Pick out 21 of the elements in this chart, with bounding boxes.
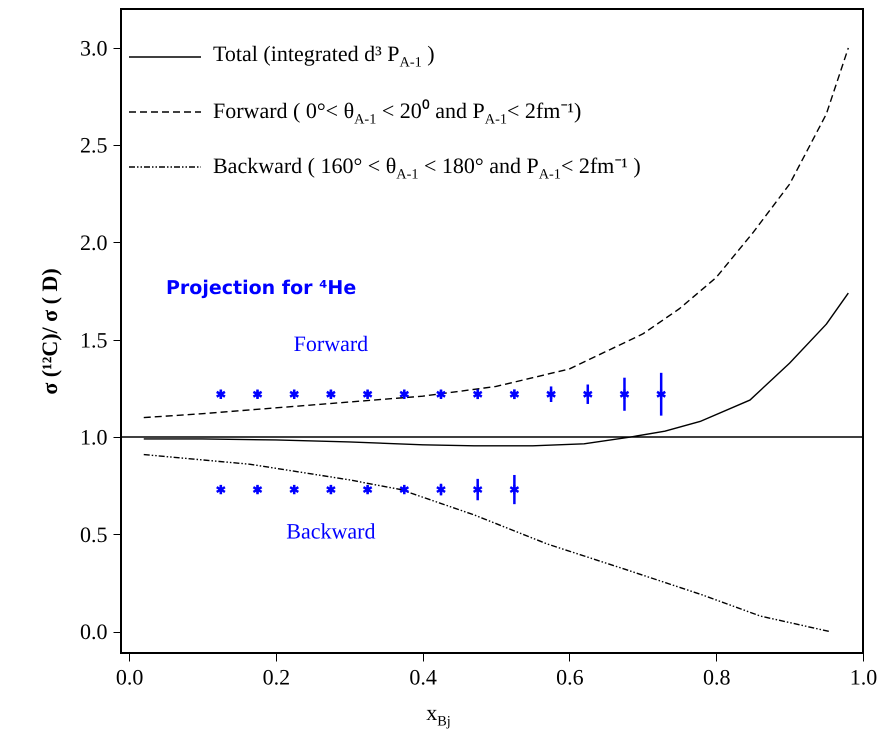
y-tick-label: 0.0: [80, 619, 108, 644]
legend-label: Backward ( 160° < θ$_{A-1}$ < 180° and P$_{A-1}$< 2fm⁻¹ ): [213, 152, 641, 184]
x-tick-label: 0.6: [556, 664, 584, 690]
legend-label: Forward ( 0°< θ$_{A-1}$ < 20⁰ and P$_{A-1}$< 2fm⁻¹): [213, 97, 582, 129]
annotation: Projection for ⁴He: [166, 277, 356, 299]
y-tick-label: 2.5: [80, 132, 108, 158]
y-tick-label: 3.0: [80, 35, 108, 60]
x-axis-title: x$_{Bj}$: [425, 700, 452, 730]
x-tick-label: 0.8: [702, 664, 730, 690]
y-tick-label: 0.5: [80, 522, 108, 547]
y-tick-label: 1.5: [80, 327, 108, 352]
series-label: Forward: [294, 331, 368, 356]
legend-label: Total (integrated d³ P$_{A-1}$ ): [213, 41, 435, 72]
x-tick-label: 0.0: [116, 664, 144, 690]
y-axis-title: σ (¹²C)/ σ ( D): [37, 268, 62, 395]
x-tick-label: 0.2: [262, 664, 290, 690]
x-tick-label: 0.4: [409, 664, 437, 690]
y-tick-label: 1.0: [80, 424, 108, 450]
x-tick-label: 1.0: [850, 664, 877, 690]
y-tick-label: 2.0: [80, 230, 108, 255]
series-label: Backward: [286, 518, 376, 544]
